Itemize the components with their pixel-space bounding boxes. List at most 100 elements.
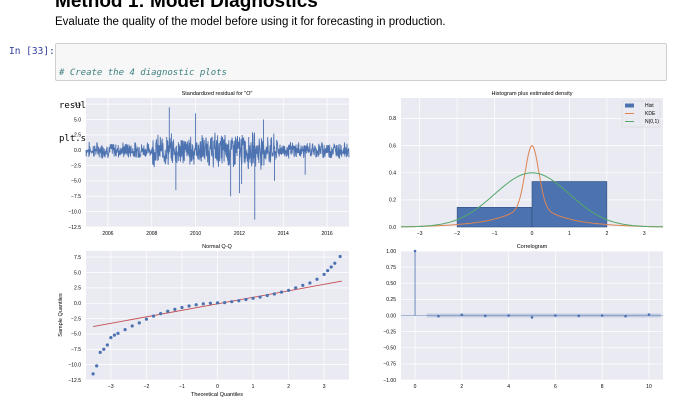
p4-y-tick-label: 0.50 bbox=[386, 281, 396, 287]
p3-x-tick-label: −2 bbox=[144, 384, 150, 390]
qq-point bbox=[137, 321, 141, 325]
p3-x-tick-label: 3 bbox=[323, 384, 326, 390]
legend-label-normal: N(0,1) bbox=[645, 119, 659, 125]
p4-x-tick-label: 10 bbox=[646, 384, 652, 390]
p2-x-tick-label: 2 bbox=[605, 231, 608, 237]
qq-point bbox=[91, 372, 95, 376]
p1-y-tick-label: 0.0 bbox=[74, 148, 81, 154]
p2-x-tick-label: −3 bbox=[417, 231, 423, 237]
p2-x-tick-label: 0 bbox=[531, 231, 534, 237]
qq-point bbox=[333, 261, 337, 265]
qq-point bbox=[201, 302, 205, 306]
correlogram-point bbox=[530, 316, 534, 319]
p3-x-tick-label: −3 bbox=[108, 384, 114, 390]
qq-point bbox=[109, 336, 113, 340]
qq-panel: Normal Q-Q Theoretical Quantiles Sample … bbox=[58, 244, 349, 398]
section-heading: Method 1: Model Diagnostics bbox=[55, 0, 318, 12]
p1-x-tick-label: 2012 bbox=[234, 231, 245, 237]
qq-point bbox=[265, 293, 269, 298]
qq-point bbox=[215, 301, 220, 305]
p3-y-tick-label: −2.5 bbox=[71, 316, 81, 322]
histogram-legend: Hist KDE N(0,1) bbox=[621, 100, 661, 128]
correlogram-point bbox=[554, 314, 557, 317]
code-line-comment: # Create the 4 diagnostic plots bbox=[59, 68, 227, 78]
qq-point bbox=[159, 312, 163, 316]
correlogram-point bbox=[483, 314, 487, 318]
qq-point bbox=[194, 303, 198, 307]
qq-point bbox=[301, 283, 305, 287]
p1-y-tick-label: −7.5 bbox=[71, 194, 81, 200]
residual-plot-area bbox=[86, 98, 349, 227]
p1-y-tick-label: −10.0 bbox=[68, 209, 81, 215]
p4-y-tick-label: 0.00 bbox=[386, 313, 396, 319]
correlogram-point bbox=[460, 313, 464, 317]
residual-title: Standardized residual for "O" bbox=[182, 91, 253, 97]
p3-y-tick-label: −12.5 bbox=[68, 378, 81, 384]
qq-point bbox=[338, 254, 342, 259]
correlogram-point bbox=[413, 249, 417, 253]
p4-y-tick-label: −1.00 bbox=[383, 378, 396, 384]
qq-point bbox=[230, 300, 234, 304]
legend-label-hist: Hist bbox=[645, 103, 654, 109]
p1-x-tick-label: 2006 bbox=[102, 231, 113, 237]
qq-point bbox=[308, 281, 312, 285]
qq-point bbox=[294, 286, 298, 290]
qq-point bbox=[98, 350, 102, 354]
qq-point bbox=[244, 297, 248, 302]
p4-y-tick-label: 0.25 bbox=[386, 297, 396, 303]
qq-point bbox=[144, 317, 149, 321]
p3-y-tick-label: −5.0 bbox=[71, 332, 81, 338]
qq-point bbox=[286, 288, 291, 292]
qq-point bbox=[173, 307, 177, 311]
histogram-bar bbox=[456, 207, 533, 228]
p1-x-tick-label: 2008 bbox=[146, 231, 157, 237]
p3-x-tick-label: −1 bbox=[179, 384, 185, 390]
p4-x-tick-label: 6 bbox=[554, 384, 557, 390]
legend-label-kde: KDE bbox=[645, 111, 656, 117]
p4-y-tick-label: 0.75 bbox=[386, 265, 396, 271]
qq-point bbox=[180, 305, 184, 310]
p1-y-tick-label: 5.0 bbox=[74, 117, 81, 123]
qq-point bbox=[223, 301, 227, 305]
p3-x-tick-label: 0 bbox=[216, 384, 219, 390]
p2-y-tick-label: 0.0 bbox=[389, 225, 396, 231]
p3-x-tick-label: 1 bbox=[252, 384, 255, 390]
p1-x-tick-label: 2010 bbox=[190, 231, 201, 237]
qq-point bbox=[187, 304, 191, 308]
qq-point bbox=[237, 299, 241, 303]
qq-point bbox=[322, 272, 326, 276]
qq-point bbox=[116, 331, 120, 335]
p1-y-tick-label: −12.5 bbox=[68, 225, 81, 231]
p1-y-tick-label: 7.5 bbox=[74, 102, 81, 108]
p4-x-tick-label: 8 bbox=[601, 384, 604, 390]
correlogram-point bbox=[507, 314, 510, 317]
p1-y-tick-label: 2.5 bbox=[74, 133, 81, 139]
p4-x-tick-label: 4 bbox=[507, 384, 510, 390]
p2-x-tick-label: 3 bbox=[643, 231, 646, 237]
p4-x-tick-label: 2 bbox=[460, 384, 463, 390]
p4-y-tick-label: −0.75 bbox=[383, 362, 396, 368]
qq-point bbox=[208, 301, 212, 305]
p1-y-tick-label: −2.5 bbox=[71, 163, 81, 169]
p4-x-tick-label: 0 bbox=[414, 384, 417, 390]
p4-y-tick-label: −0.50 bbox=[383, 346, 396, 352]
qq-point bbox=[123, 328, 127, 332]
kde-curve bbox=[401, 144, 663, 228]
histogram-panel: Histogram plus estimated density −3 −2 −1 0… bbox=[389, 91, 663, 237]
correlogram-title: Correlogram bbox=[517, 244, 548, 250]
histogram-bar bbox=[531, 181, 608, 228]
correlogram-panel: Correlogram 0 2 4 6 8 10 1.00 0.75 0.50 0.25 0.00 −… bbox=[383, 244, 663, 390]
p3-y-tick-label: 5.0 bbox=[74, 270, 81, 276]
qq-y-axis-label: Sample Quantiles bbox=[58, 293, 64, 337]
p2-y-tick-label: 0.6 bbox=[389, 143, 396, 149]
p3-x-tick-label: 2 bbox=[287, 384, 290, 390]
qq-title: Normal Q-Q bbox=[202, 244, 232, 250]
normal-curve bbox=[401, 172, 663, 228]
p3-y-tick-label: 7.5 bbox=[74, 255, 81, 261]
correlogram-point bbox=[577, 314, 581, 318]
p3-y-tick-label: 0.0 bbox=[74, 301, 81, 307]
correlogram-point bbox=[437, 314, 440, 318]
p2-x-tick-label: −2 bbox=[454, 231, 460, 237]
qq-point bbox=[258, 295, 262, 299]
